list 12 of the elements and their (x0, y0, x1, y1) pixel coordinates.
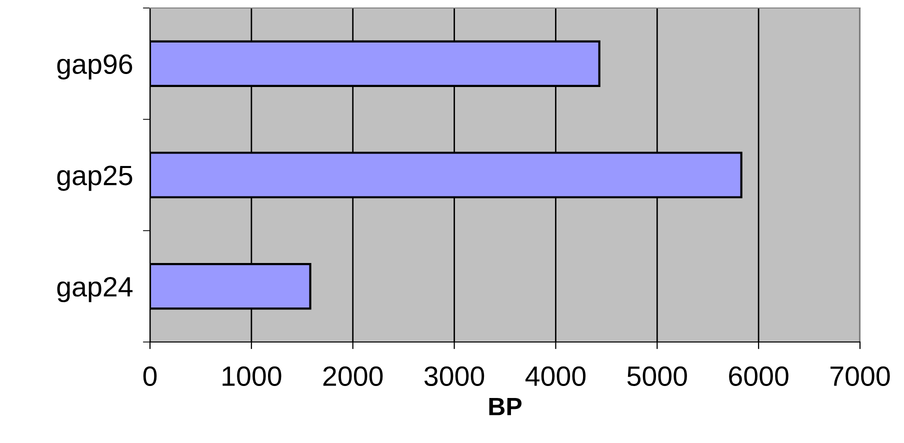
x-tick-label: 2000 (323, 366, 383, 386)
x-tick-label: 3000 (424, 366, 484, 386)
x-tick-label: 0 (143, 366, 157, 386)
x-tick-label: 4000 (525, 366, 586, 386)
y-tick-label: gap25 (57, 166, 132, 191)
x-tick-label: 6000 (729, 366, 788, 386)
x-axis-title: BP (489, 398, 522, 416)
y-tick-label: gap96 (57, 54, 132, 80)
x-tick-label: 1000 (222, 366, 282, 386)
x-tick-label: 5000 (627, 366, 687, 386)
y-tick-label: gap24 (57, 277, 133, 302)
x-tick-label: 7000 (830, 366, 890, 386)
